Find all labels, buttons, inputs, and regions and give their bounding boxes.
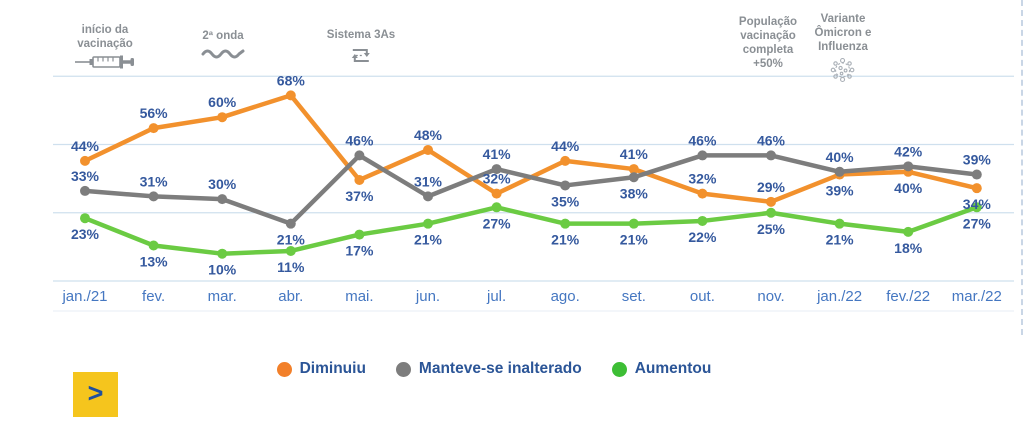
svg-text:13%: 13% (140, 254, 169, 270)
svg-text:31%: 31% (414, 173, 443, 189)
svg-text:60%: 60% (208, 94, 237, 110)
svg-text:21%: 21% (277, 232, 306, 248)
svg-text:37%: 37% (345, 188, 374, 204)
legend-item-diminuiu: Diminuiu (276, 360, 366, 378)
annotation-text: Sistema 3As (326, 29, 396, 41)
svg-text:27%: 27% (963, 215, 992, 231)
virus-icon (831, 57, 855, 83)
svg-text:jul.: jul. (486, 288, 506, 305)
svg-text:mar.: mar. (208, 288, 237, 305)
svg-text:34%: 34% (963, 196, 992, 212)
legend-dot-green (611, 361, 627, 377)
svg-text:18%: 18% (894, 240, 923, 256)
svg-text:40%: 40% (826, 149, 855, 165)
svg-text:41%: 41% (620, 146, 649, 162)
svg-text:42%: 42% (894, 143, 923, 159)
svg-text:56%: 56% (140, 105, 169, 121)
svg-text:48%: 48% (414, 127, 443, 143)
svg-text:set.: set. (622, 288, 646, 305)
next-button[interactable]: > (73, 372, 118, 417)
svg-text:21%: 21% (620, 232, 649, 248)
annotation-text: Ômicron e (814, 27, 872, 39)
svg-text:25%: 25% (757, 221, 786, 237)
svg-text:68%: 68% (277, 72, 306, 88)
page-edge-dashed-border (1021, 0, 1023, 335)
annotation-text: Variante (820, 13, 866, 25)
svg-text:jun.: jun. (415, 288, 440, 305)
annotation-segunda-onda: 2ª onda (200, 29, 246, 59)
svg-text:mar./22: mar./22 (952, 288, 1002, 305)
svg-text:39%: 39% (963, 152, 992, 168)
svg-text:32%: 32% (483, 171, 512, 187)
svg-text:nov.: nov. (757, 288, 784, 305)
svg-text:39%: 39% (826, 183, 855, 199)
annotation-text: População (738, 16, 798, 28)
svg-text:27%: 27% (483, 215, 512, 231)
svg-text:21%: 21% (551, 232, 580, 248)
svg-text:44%: 44% (71, 138, 100, 154)
legend-item-aumentou: Aumentou (611, 360, 712, 378)
annotation-text: vacinação (77, 38, 133, 50)
svg-text:23%: 23% (71, 226, 100, 242)
svg-text:10%: 10% (208, 262, 237, 278)
svg-text:mai.: mai. (345, 288, 373, 305)
legend-dot-gray (395, 361, 411, 377)
svg-text:21%: 21% (414, 232, 443, 248)
svg-text:abr.: abr. (278, 288, 303, 305)
svg-text:35%: 35% (551, 193, 580, 209)
legend-label: Manteve-se inalterado (418, 360, 582, 377)
cycle-arrows-icon (352, 49, 370, 62)
svg-text:jan./22: jan./22 (816, 288, 862, 305)
svg-text:17%: 17% (345, 243, 374, 259)
annotation-text: início da (81, 24, 129, 36)
syringe-icon (75, 55, 134, 69)
annotation-text: completa (742, 44, 794, 56)
annotation-text: vacinação (740, 30, 796, 42)
legend-label: Diminuiu (299, 360, 366, 377)
svg-text:30%: 30% (208, 176, 237, 192)
annotation-inicio-vacinacao: início da vacinação (73, 23, 137, 70)
svg-text:fev./22: fev./22 (886, 288, 930, 305)
svg-text:31%: 31% (140, 173, 169, 189)
svg-text:38%: 38% (620, 185, 649, 201)
svg-text:jan./21: jan./21 (61, 288, 107, 305)
chart-legend: Diminuiu Manteve-se inalterado Aumentou (0, 360, 1006, 378)
annotation-sistema-3as: Sistema 3As (327, 28, 395, 66)
svg-text:40%: 40% (894, 180, 923, 196)
svg-text:41%: 41% (483, 146, 512, 162)
svg-text:22%: 22% (688, 229, 717, 245)
svg-text:44%: 44% (551, 138, 580, 154)
annotation-text: 2ª onda (202, 30, 244, 42)
svg-text:46%: 46% (757, 132, 786, 148)
legend-item-manteve: Manteve-se inalterado (395, 360, 582, 378)
svg-text:46%: 46% (345, 132, 374, 148)
legend-dot-orange (276, 361, 292, 377)
annotation-populacao-vacinacao: População vacinação completa +50% (739, 15, 797, 71)
svg-text:21%: 21% (826, 232, 855, 248)
svg-text:out.: out. (690, 288, 715, 305)
legend-label: Aumentou (634, 360, 712, 377)
wave-icon (201, 49, 245, 59)
svg-text:29%: 29% (757, 179, 786, 195)
svg-text:11%: 11% (277, 259, 305, 275)
svg-text:ago.: ago. (551, 288, 580, 305)
svg-text:32%: 32% (688, 171, 717, 187)
svg-text:46%: 46% (688, 132, 717, 148)
annotation-variante-omicron: Variante Ômicron e Influenza (814, 12, 872, 83)
svg-text:fev.: fev. (142, 288, 165, 305)
chevron-right-icon: > (87, 377, 104, 408)
annotation-text: +50% (753, 58, 783, 70)
svg-text:33%: 33% (71, 168, 100, 184)
annotation-text: Influenza (818, 41, 868, 53)
